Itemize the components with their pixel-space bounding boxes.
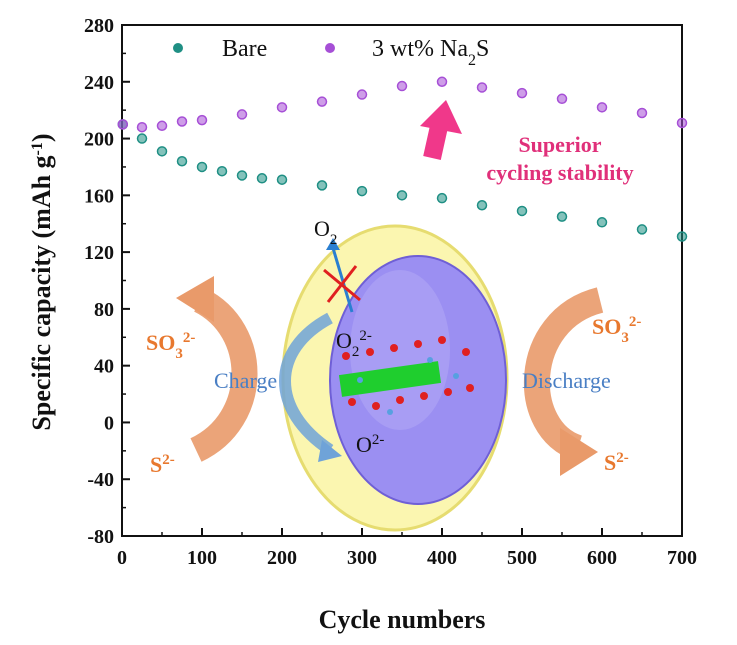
annotation-cycling-stability: cycling stability [486, 160, 633, 185]
data-point-na2s [117, 119, 129, 130]
y-tick-label: 280 [84, 15, 114, 37]
x-axis-title: Cycle numbers [319, 605, 486, 634]
data-point-bare [236, 170, 248, 181]
y-tick-label: 120 [84, 242, 114, 264]
data-point-bare [216, 165, 228, 177]
data-point-na2s [556, 93, 568, 105]
label-o2: O2 [314, 216, 337, 248]
label-o-2minus: O2- [356, 432, 384, 457]
legend-marker-bare [173, 43, 183, 53]
data-point-na2s [476, 82, 488, 93]
blocked-mark-b [326, 265, 358, 303]
y-tick-label: 200 [84, 129, 114, 151]
data-points [117, 76, 688, 242]
data-point-na2s [396, 80, 408, 92]
axis-ticks: 0 100 200 300 400 500 600 700 -80 -40 0 40 80 120 160 2… [84, 15, 697, 569]
label-so3-left: SO32- [146, 330, 195, 362]
label-so3-right: SO32- [592, 314, 641, 346]
data-point-bare [136, 133, 148, 144]
inset-schematic [176, 100, 604, 532]
improvement-arrow-head [420, 100, 462, 134]
label-o2-2minus: O22- [336, 328, 372, 360]
data-point-bare [596, 217, 608, 228]
y-axis-title: Specific capacity (mAh g-1) [27, 133, 56, 430]
data-point-na2s [676, 117, 688, 129]
left-arrow-head [176, 276, 214, 322]
y-tick-label: -40 [87, 469, 114, 491]
charge-arrow-head [318, 440, 342, 462]
data-point-bare [676, 231, 688, 242]
data-point-bare [276, 174, 288, 185]
y-tick-label: 0 [104, 412, 114, 434]
data-point-bare [556, 211, 568, 222]
y-tick-label: 160 [84, 185, 114, 207]
crystal-lattice [342, 336, 474, 415]
label-discharge: Discharge [522, 368, 611, 393]
data-point-na2s [176, 116, 188, 127]
data-point-bare [176, 156, 188, 167]
left-conversion-arrow [189, 288, 258, 462]
particle-core-highlight [350, 270, 450, 430]
data-point-bare [356, 185, 368, 197]
data-point-na2s [276, 102, 288, 113]
label-charge: Charge [214, 368, 277, 393]
data-point-na2s [356, 89, 368, 100]
annotation-superior: Superior [518, 132, 601, 157]
data-point-na2s [636, 107, 648, 119]
data-point-na2s [596, 102, 608, 113]
label-s-left: S2- [150, 452, 175, 477]
x-tick-label: 100 [187, 547, 217, 569]
data-point-bare [256, 173, 268, 184]
right-arrow-head [560, 428, 598, 476]
right-conversion-arrow [524, 287, 604, 461]
y-tick-label: 80 [94, 299, 114, 321]
x-tick-label: 200 [267, 547, 297, 569]
data-point-bare [636, 224, 648, 235]
y-tick-label: 240 [84, 72, 114, 94]
data-point-na2s [236, 109, 248, 120]
data-point-bare [156, 146, 168, 157]
x-tick-label: 400 [427, 547, 457, 569]
data-point-bare [316, 180, 328, 191]
data-point-bare [396, 190, 408, 201]
data-point-na2s [136, 121, 148, 133]
y-tick-label: -80 [87, 526, 114, 548]
data-point-bare [516, 205, 528, 217]
x-tick-label: 0 [117, 547, 127, 569]
label-s-right: S2- [604, 450, 629, 475]
data-point-na2s [436, 76, 448, 88]
x-tick-label: 700 [667, 547, 697, 569]
crystal-slab [338, 361, 442, 397]
o2-escape-arrow [331, 247, 354, 313]
data-point-na2s [156, 120, 168, 132]
charge-cycle-arrow [279, 312, 334, 455]
x-tick-label: 600 [587, 547, 617, 569]
y-tick-label: 40 [94, 356, 114, 378]
legend-label-na2s: 3 wt% Na2S [372, 36, 489, 69]
x-tick-label: 300 [347, 547, 377, 569]
legend: Bare 3 wt% Na2S [173, 36, 489, 69]
data-point-na2s [516, 87, 528, 99]
data-point-na2s [316, 96, 328, 107]
o2-escape-arrow-head [326, 238, 340, 250]
data-point-bare [436, 192, 448, 204]
legend-label-bare: Bare [222, 36, 267, 62]
legend-marker-na2s [325, 43, 335, 53]
data-point-bare [196, 161, 208, 173]
data-point-na2s [196, 114, 208, 126]
x-tick-label: 500 [507, 547, 537, 569]
data-point-bare [476, 200, 488, 211]
